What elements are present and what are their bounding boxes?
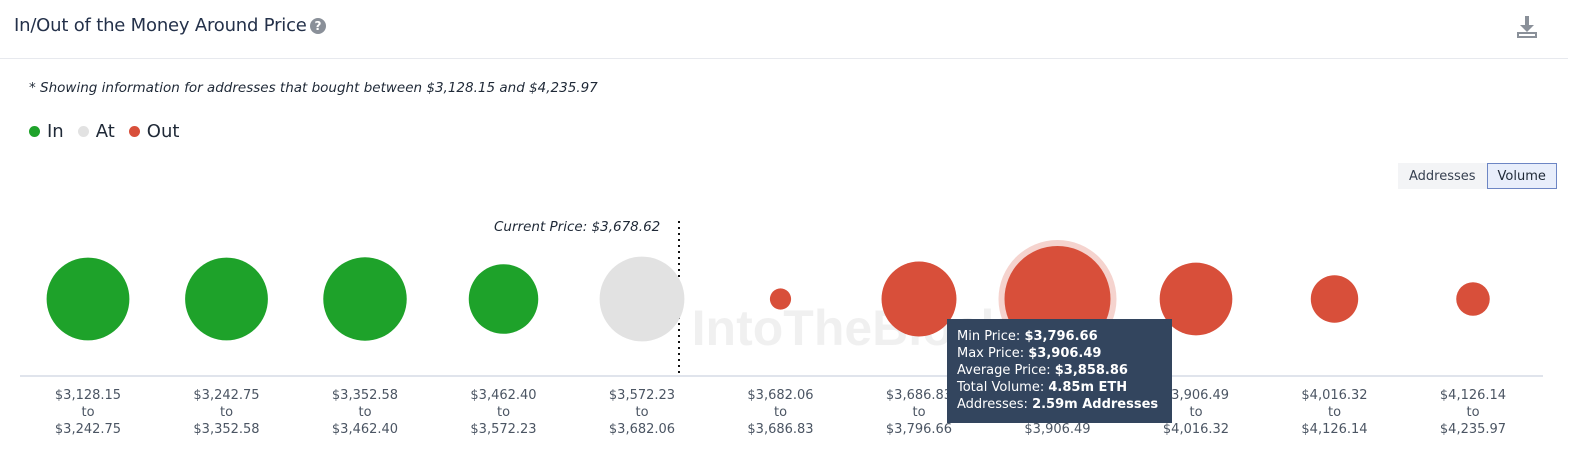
bubble-in[interactable] xyxy=(468,264,539,334)
legend-item-at[interactable]: At xyxy=(77,121,115,142)
tick-label: $3,352.58 xyxy=(193,422,259,437)
bubble-out[interactable] xyxy=(769,288,792,310)
legend-out-label: Out xyxy=(146,121,180,142)
legend-in-label: In xyxy=(47,121,64,142)
tick-label-to: to xyxy=(81,405,94,420)
legend-at-label: At xyxy=(95,121,115,142)
tick-label: $3,128.15 xyxy=(55,388,121,403)
page-title: In/Out of the Money Around Price xyxy=(14,15,307,36)
tick-label: $3,242.75 xyxy=(55,422,121,437)
bubble-in[interactable] xyxy=(46,257,130,341)
bubble-tooltip: Min Price: $3,796.66 Max Price: $3,906.4… xyxy=(947,319,1172,423)
tick-label: $4,126.14 xyxy=(1440,388,1506,403)
tick-label: $3,462.40 xyxy=(332,422,398,437)
tick-label: $3,686.83 xyxy=(747,422,813,437)
legend-in-dot xyxy=(29,126,40,137)
tick-label-to: to xyxy=(1189,405,1202,420)
tick-label: $3,906.49 xyxy=(1163,388,1229,403)
tick-label-to: to xyxy=(358,405,371,420)
bubble-out[interactable] xyxy=(881,261,957,337)
tick-label: $4,016.32 xyxy=(1301,388,1367,403)
tick-label-to: to xyxy=(774,405,787,420)
tooltip-volume-label: Total Volume: xyxy=(957,380,1045,395)
legend: In At Out xyxy=(29,121,193,142)
download-icon[interactable] xyxy=(1516,15,1538,39)
range-note: * Showing information for addresses that… xyxy=(29,80,598,96)
bubble-out[interactable] xyxy=(1456,282,1490,316)
legend-at-dot xyxy=(77,126,89,137)
addresses-button[interactable]: Addresses xyxy=(1398,163,1487,189)
tooltip-avg-label: Average Price: xyxy=(957,363,1051,378)
legend-out-dot xyxy=(128,126,140,137)
tick-label: $3,352.58 xyxy=(332,388,398,403)
bubble-out[interactable] xyxy=(1159,262,1233,336)
tooltip-volume-value: 4.85m ETH xyxy=(1048,380,1128,395)
tooltip-addresses-value: 2.59m Addresses xyxy=(1032,397,1159,412)
tooltip-avg-row: Average Price: $3,858.86 xyxy=(957,362,1162,379)
tooltip-addresses-label: Addresses: xyxy=(957,397,1028,412)
tooltip-min-value: $3,796.66 xyxy=(1024,329,1098,344)
tick-label: $3,572.23 xyxy=(609,388,675,403)
tick-label: $4,126.14 xyxy=(1301,422,1367,437)
tick-label: $3,796.66 xyxy=(886,422,952,437)
tick-label: $3,906.49 xyxy=(1024,422,1090,437)
bubble-out[interactable] xyxy=(1310,275,1359,323)
help-icon[interactable]: ? xyxy=(310,18,326,34)
tick-label: $3,682.06 xyxy=(747,388,813,403)
tick-label: $3,572.23 xyxy=(470,422,536,437)
tooltip-volume-row: Total Volume: 4.85m ETH xyxy=(957,379,1162,396)
tooltip-max-label: Max Price: xyxy=(957,346,1025,361)
bubble-in[interactable] xyxy=(323,257,407,341)
tooltip-max-row: Max Price: $3,906.49 xyxy=(957,345,1162,362)
volume-button[interactable]: Volume xyxy=(1486,163,1557,189)
tooltip-addresses-row: Addresses: 2.59m Addresses xyxy=(957,396,1162,413)
tick-label: $4,016.32 xyxy=(1163,422,1229,437)
tick-label-to: to xyxy=(220,405,233,420)
tooltip-min-row: Min Price: $3,796.66 xyxy=(957,328,1162,345)
tick-label: $3,686.83 xyxy=(886,388,952,403)
tick-label: $3,242.75 xyxy=(193,388,259,403)
tooltip-avg-value: $3,858.86 xyxy=(1054,363,1128,378)
tooltip-max-value: $3,906.49 xyxy=(1028,346,1102,361)
tick-label: $3,682.06 xyxy=(609,422,675,437)
legend-item-out[interactable]: Out xyxy=(128,121,180,142)
tick-label: $3,462.40 xyxy=(470,388,536,403)
tick-label-to: to xyxy=(912,405,925,420)
tick-label-to: to xyxy=(1466,405,1479,420)
tooltip-min-label: Min Price: xyxy=(957,329,1021,344)
metric-toggle: Addresses Volume xyxy=(1398,163,1557,189)
tick-label-to: to xyxy=(497,405,510,420)
tick-label: $4,235.97 xyxy=(1440,422,1506,437)
legend-item-in[interactable]: In xyxy=(29,121,64,142)
tick-label-to: to xyxy=(1328,405,1341,420)
bubble-at[interactable] xyxy=(599,256,685,342)
tick-label-to: to xyxy=(635,405,648,420)
chart-header: In/Out of the Money Around Price ? xyxy=(0,0,1568,59)
current-price-label: Current Price: $3,678.62 xyxy=(494,219,661,235)
bubble-in[interactable] xyxy=(185,257,268,341)
